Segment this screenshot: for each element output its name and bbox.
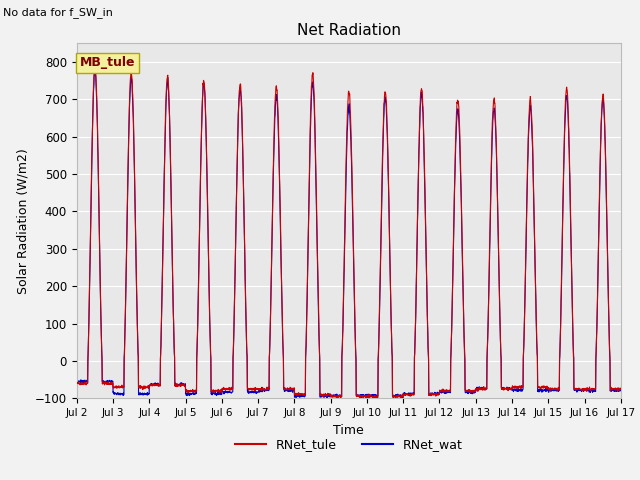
X-axis label: Time: Time xyxy=(333,424,364,437)
RNet_wat xyxy=(92,68,99,73)
RNet_tule xyxy=(377,248,385,253)
RNet_wat xyxy=(365,392,372,398)
Line: RNet_wat: RNet_wat xyxy=(77,71,621,398)
RNet_tule xyxy=(617,386,625,392)
RNet_wat xyxy=(617,387,625,393)
RNet_tule xyxy=(73,380,81,386)
Legend: RNet_tule, RNet_wat: RNet_tule, RNet_wat xyxy=(230,433,468,456)
RNet_tule xyxy=(365,393,372,399)
RNet_tule xyxy=(508,387,515,393)
RNet_wat xyxy=(399,395,406,401)
Line: RNet_tule: RNet_tule xyxy=(77,64,621,398)
RNet_wat xyxy=(584,387,592,393)
RNet_wat xyxy=(376,260,384,265)
Text: MB_tule: MB_tule xyxy=(79,56,135,69)
RNet_wat xyxy=(508,385,515,391)
RNet_tule xyxy=(225,385,232,391)
Text: No data for f_SW_in: No data for f_SW_in xyxy=(3,7,113,18)
Title: Net Radiation: Net Radiation xyxy=(297,23,401,38)
RNet_wat xyxy=(225,390,232,396)
RNet_tule xyxy=(365,396,373,401)
Y-axis label: Solar Radiation (W/m2): Solar Radiation (W/m2) xyxy=(17,148,29,294)
RNet_tule xyxy=(92,61,99,67)
RNet_tule xyxy=(584,385,592,391)
RNet_tule xyxy=(570,341,577,347)
RNet_wat xyxy=(570,343,577,348)
RNet_wat xyxy=(73,380,81,385)
